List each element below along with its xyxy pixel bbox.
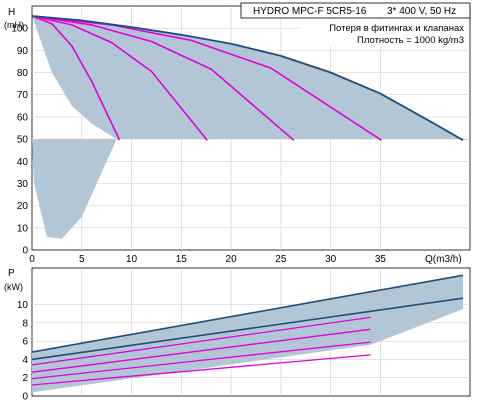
power-speed-curve [31, 328, 371, 373]
head-area-tail [32, 139, 117, 239]
speed-curve [31, 15, 295, 141]
flow-x-label: Q(m3/h) [425, 254, 462, 265]
head-y-label: H [8, 7, 15, 18]
head-y-ticks: 0 10 20 30 40 50 60 70 80 90 100 [11, 24, 28, 257]
power-speed-curve [31, 316, 371, 366]
speed-curve [31, 15, 208, 141]
max-speed-curve [31, 15, 464, 141]
x-tick-label: 5 [79, 254, 85, 265]
head-area-band [32, 16, 470, 141]
y-tick-label: 80 [17, 68, 29, 79]
power-y-tick-label: 4 [22, 355, 28, 366]
y-tick-label: 100 [11, 24, 28, 35]
head-curves [31, 15, 464, 141]
power-y-tick-label: 0 [22, 392, 28, 400]
legend-box [300, 20, 468, 46]
annotation-density: Плотность = 1000 kg/m3 [357, 35, 464, 46]
power-max-curve [31, 274, 464, 353]
y-tick-label: 60 [17, 112, 29, 123]
y-tick-label: 10 [17, 223, 29, 234]
power-area-band [32, 275, 464, 393]
x-tick-label: 35 [375, 254, 387, 265]
y-tick-label: 90 [17, 46, 29, 57]
power-speed-curve [31, 341, 371, 380]
title-box [240, 2, 471, 19]
head-y-unit: (mH) [4, 20, 24, 30]
power-y-tick-label: 6 [22, 337, 28, 348]
speed-curve [31, 15, 121, 141]
head-operating-area [32, 16, 470, 239]
power-y-label: P [8, 268, 15, 279]
speed-curve [31, 15, 382, 141]
y-tick-label: 50 [17, 135, 29, 146]
power-y-tick-label: 2 [22, 373, 28, 384]
power-curves [31, 274, 464, 386]
y-tick-label: 40 [17, 157, 29, 168]
power-y-tick-label: 10 [17, 300, 29, 311]
y-tick-label: 20 [17, 201, 29, 212]
power-y-ticks: 0 2 4 6 8 10 [17, 300, 29, 400]
x-tick-label: 15 [176, 254, 188, 265]
x-tick-label: 0 [29, 254, 35, 265]
x-tick-label: 20 [226, 254, 238, 265]
x-tick-label: 30 [325, 254, 337, 265]
power-y-unit: (kW) [4, 282, 23, 292]
x-tick-label: 10 [126, 254, 138, 265]
y-tick-label: 70 [17, 90, 29, 101]
y-tick-label: 0 [22, 246, 28, 257]
head-x-ticks: 0 5 10 15 20 25 30 35 [29, 254, 386, 265]
chart-subtitle: 3* 400 V, 50 Hz [387, 6, 456, 17]
annotation-losses: Потеря в фитингах и клапанах [329, 23, 464, 34]
power-operating-area [32, 275, 464, 393]
y-tick-label: 30 [17, 179, 29, 190]
power-speed-curve [31, 354, 371, 386]
chart-title: HYDRO MPC-F 5CR5-16 [253, 6, 367, 17]
power-y-tick-label: 8 [22, 318, 28, 329]
power-max-curve [31, 297, 464, 361]
x-tick-label: 25 [275, 254, 287, 265]
